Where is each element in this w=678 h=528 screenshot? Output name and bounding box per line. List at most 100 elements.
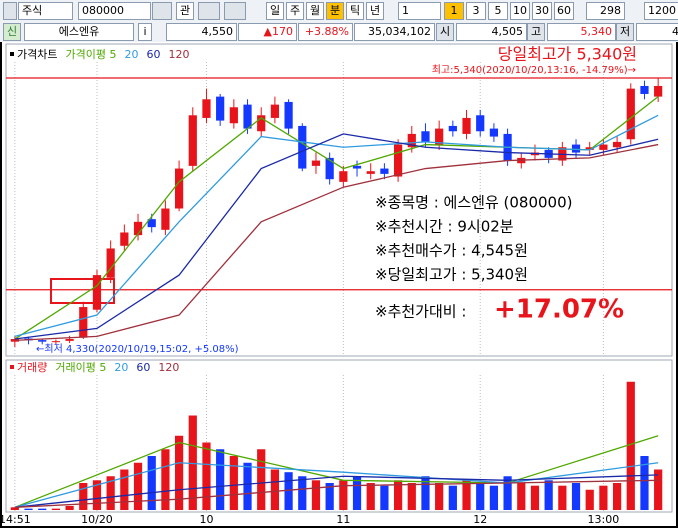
high-label: 고 xyxy=(527,23,545,41)
menu-icon[interactable] xyxy=(3,2,17,20)
preset-button[interactable]: 30 xyxy=(532,2,552,20)
candle-body xyxy=(311,160,321,166)
candle-body xyxy=(489,128,499,137)
candle-body xyxy=(257,115,266,132)
volume-bar xyxy=(188,415,197,510)
candle-body xyxy=(92,275,102,310)
volume-bar xyxy=(202,442,211,510)
preset-button[interactable]: 5 xyxy=(488,2,508,20)
volume-bar xyxy=(640,456,649,510)
period-count[interactable]: 1 xyxy=(398,2,441,20)
ma-line xyxy=(14,133,659,340)
candle-body xyxy=(352,165,362,169)
badge: 신 xyxy=(3,23,21,41)
favorite-button[interactable]: 관 xyxy=(176,2,194,20)
info-line: ※종목명 : 에스엔유 (080000) xyxy=(375,194,573,212)
volume-bar xyxy=(24,508,33,510)
candle-body xyxy=(462,117,471,134)
ma-line xyxy=(14,114,659,337)
info-button[interactable]: i xyxy=(138,23,152,41)
volume-bar xyxy=(339,480,348,510)
candle-body xyxy=(38,340,47,342)
volume-bar xyxy=(462,480,471,510)
code-input[interactable]: 080000 xyxy=(78,2,151,20)
period-button[interactable]: 년 xyxy=(366,2,384,20)
candle-body xyxy=(571,144,581,153)
period-button[interactable]: 월 xyxy=(306,2,324,20)
volume-bar xyxy=(79,483,88,510)
volume-bar xyxy=(585,489,594,510)
volume-bar xyxy=(270,469,280,510)
ma-line xyxy=(14,479,659,508)
candle-body xyxy=(188,115,197,166)
volume-bar xyxy=(257,449,266,510)
period-button[interactable]: 분 xyxy=(326,2,344,20)
candle-body xyxy=(612,141,622,148)
volume-bar xyxy=(120,469,129,510)
volume-bar xyxy=(38,508,47,510)
search-button[interactable] xyxy=(152,2,172,20)
candle-body xyxy=(120,232,129,246)
volume-bar xyxy=(174,435,184,510)
volume-bar xyxy=(517,483,526,510)
high-note: 당일최고가 5,340원 xyxy=(498,45,637,64)
candle-body xyxy=(325,157,334,180)
candle-body xyxy=(435,128,444,145)
volume-bar xyxy=(489,485,499,510)
preset-button[interactable]: 10 xyxy=(510,2,530,20)
candle-body xyxy=(339,171,348,182)
nav-button[interactable] xyxy=(198,2,220,20)
market-select[interactable]: 주식 xyxy=(18,2,73,20)
volume-bar xyxy=(229,456,238,510)
period-button[interactable]: 일 xyxy=(266,2,284,20)
candle-body xyxy=(380,168,389,174)
candle-body xyxy=(161,208,170,230)
count-input[interactable]: 298 xyxy=(586,2,625,20)
volume-bar xyxy=(366,483,375,510)
preset-button[interactable]: 60 xyxy=(554,2,574,20)
candle-body xyxy=(298,125,307,169)
legend-marker xyxy=(10,52,14,56)
legend-entry: 거래이평 5 xyxy=(55,361,106,374)
ma-line xyxy=(14,462,659,508)
candle-body xyxy=(654,85,663,97)
legend-entry: 60 xyxy=(136,361,150,374)
period-button[interactable]: 주 xyxy=(286,2,304,20)
candle-body xyxy=(366,171,375,174)
candle-body xyxy=(51,341,61,343)
candle-body xyxy=(599,144,608,150)
preset-button[interactable]: 1 xyxy=(444,2,464,20)
legend-entry: 20 xyxy=(114,361,128,374)
candle-body xyxy=(133,221,143,236)
low-marker: ←최저 4,330(2020/10/19,15:02, +5.08%) xyxy=(36,343,239,355)
volume-bar xyxy=(352,476,362,510)
legend-entry: 20 xyxy=(124,48,138,61)
candle-body xyxy=(393,144,403,177)
preset-button[interactable]: 3 xyxy=(466,2,486,20)
count-input-2[interactable]: 1200 xyxy=(644,2,678,20)
low-label: 저 xyxy=(616,23,634,41)
legend-entry: 120 xyxy=(168,48,189,61)
volume-bar xyxy=(435,483,444,510)
nav-button[interactable] xyxy=(224,2,246,20)
volume-title: 거래량 xyxy=(17,361,47,374)
ma-line xyxy=(14,143,659,341)
volume-bar xyxy=(325,483,334,510)
stock-name: 에스엔유 xyxy=(24,23,134,41)
change: ▲170 xyxy=(238,23,297,41)
period-button[interactable]: 틱 xyxy=(346,2,364,20)
info-line: ※당일최고가 : 5,340원 xyxy=(375,266,528,284)
volume-bar xyxy=(626,381,635,510)
volume-bar xyxy=(476,483,485,510)
volume-bar xyxy=(147,456,156,510)
open-label: 시 xyxy=(436,23,454,41)
volume-bar xyxy=(407,483,416,510)
candle-body xyxy=(65,339,74,341)
price-panel xyxy=(5,43,673,357)
info-label: ※추천가대비 : xyxy=(375,303,466,321)
candle-body xyxy=(407,133,416,148)
volume-bar xyxy=(106,476,115,510)
candle-body xyxy=(243,104,252,129)
